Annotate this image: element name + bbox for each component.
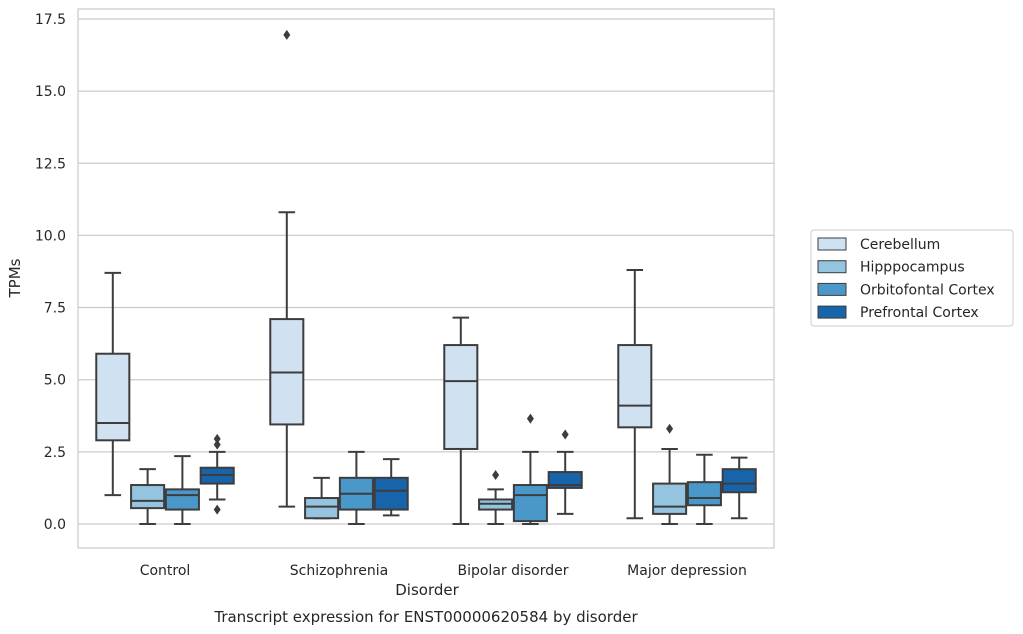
box-iqr [373,476,409,511]
legend-item: Hipppocampus [817,260,965,276]
box-2-3 [547,429,583,515]
plot-area [78,9,774,548]
outlier-point [666,423,674,434]
legend-label: Cerebellum [860,237,940,253]
box-1-3 [373,458,409,517]
box-1-0 [269,29,305,508]
legend-label: Orbitofontal Cortex [860,282,995,298]
legend-swatch [817,260,847,274]
box-0-3 [199,433,235,515]
x-tick-label: Major depression [627,563,747,579]
box-1-1 [304,476,340,520]
legend-swatch [817,282,847,296]
grid-lines [78,18,774,525]
y-tick-label: 10.0 [35,228,66,244]
x-tick-label: Control [140,563,191,579]
plot-frame [77,8,775,549]
outlier-point [213,504,221,515]
legend-frame [810,229,1014,327]
outlier-point [561,429,569,440]
box-iqr [686,481,722,507]
box-3-3 [721,456,757,520]
outlier-point [213,439,221,450]
box-iqr [617,344,653,429]
box-iqr [130,484,166,510]
legend-item: Cerebellum [817,237,940,253]
y-axis-label: TPMs [6,258,24,298]
box-iqr [721,468,757,494]
box-2-1 [478,469,514,525]
box-1-2 [338,450,374,525]
legend: Cerebellum Hipppocampus Orbitofontal Corte… [810,229,1014,327]
y-tick-label: 17.5 [35,12,66,28]
outlier-point [213,433,221,444]
legend-label: Hipppocampus [860,260,965,276]
x-axis-label: Disorder [395,581,459,599]
y-tick-label: 7.5 [44,301,66,317]
y-tick-label: 0.0 [44,517,66,533]
legend-swatch [817,237,847,251]
legend-item: Orbitofontal Cortex [817,282,995,298]
box-iqr [304,497,340,520]
box-0-0 [95,271,131,497]
box-iqr [547,471,583,489]
box-iqr [512,484,548,523]
y-tick-label: 15.0 [35,84,66,100]
box-iqr [95,352,131,442]
box-2-2 [512,413,548,525]
outlier-point [283,29,291,40]
legend-item: Prefrontal Cortex [817,305,979,321]
y-tick-label: 2.5 [44,445,66,461]
y-tick-label: 12.5 [35,156,66,172]
legend-swatch [817,305,847,319]
x-tick-label: Schizophrenia [290,563,388,579]
y-tick-label: 5.0 [44,373,66,389]
box-3-2 [686,453,722,525]
legend-label: Prefrontal Cortex [860,305,979,321]
chart-title: Transcript expression for ENST0000062058… [213,608,638,626]
box-iqr [164,488,200,511]
x-tick-label: Bipolar disorder [457,563,568,579]
outlier-point [526,413,534,424]
box-iqr [443,344,479,450]
box-3-0 [617,269,653,520]
x-axis-ticks: Control Schizophrenia Bipolar disorder Majo… [140,563,747,579]
box-0-1 [130,468,166,525]
box-0-2 [164,455,200,525]
box-3-1 [652,423,688,525]
box-2-0 [443,316,479,525]
boxes [95,29,757,525]
outlier-point [492,469,500,480]
box-iqr [652,482,688,515]
y-axis-ticks: 0.0 2.5 5.0 7.5 10.0 12.5 15.0 17.5 [35,12,66,533]
